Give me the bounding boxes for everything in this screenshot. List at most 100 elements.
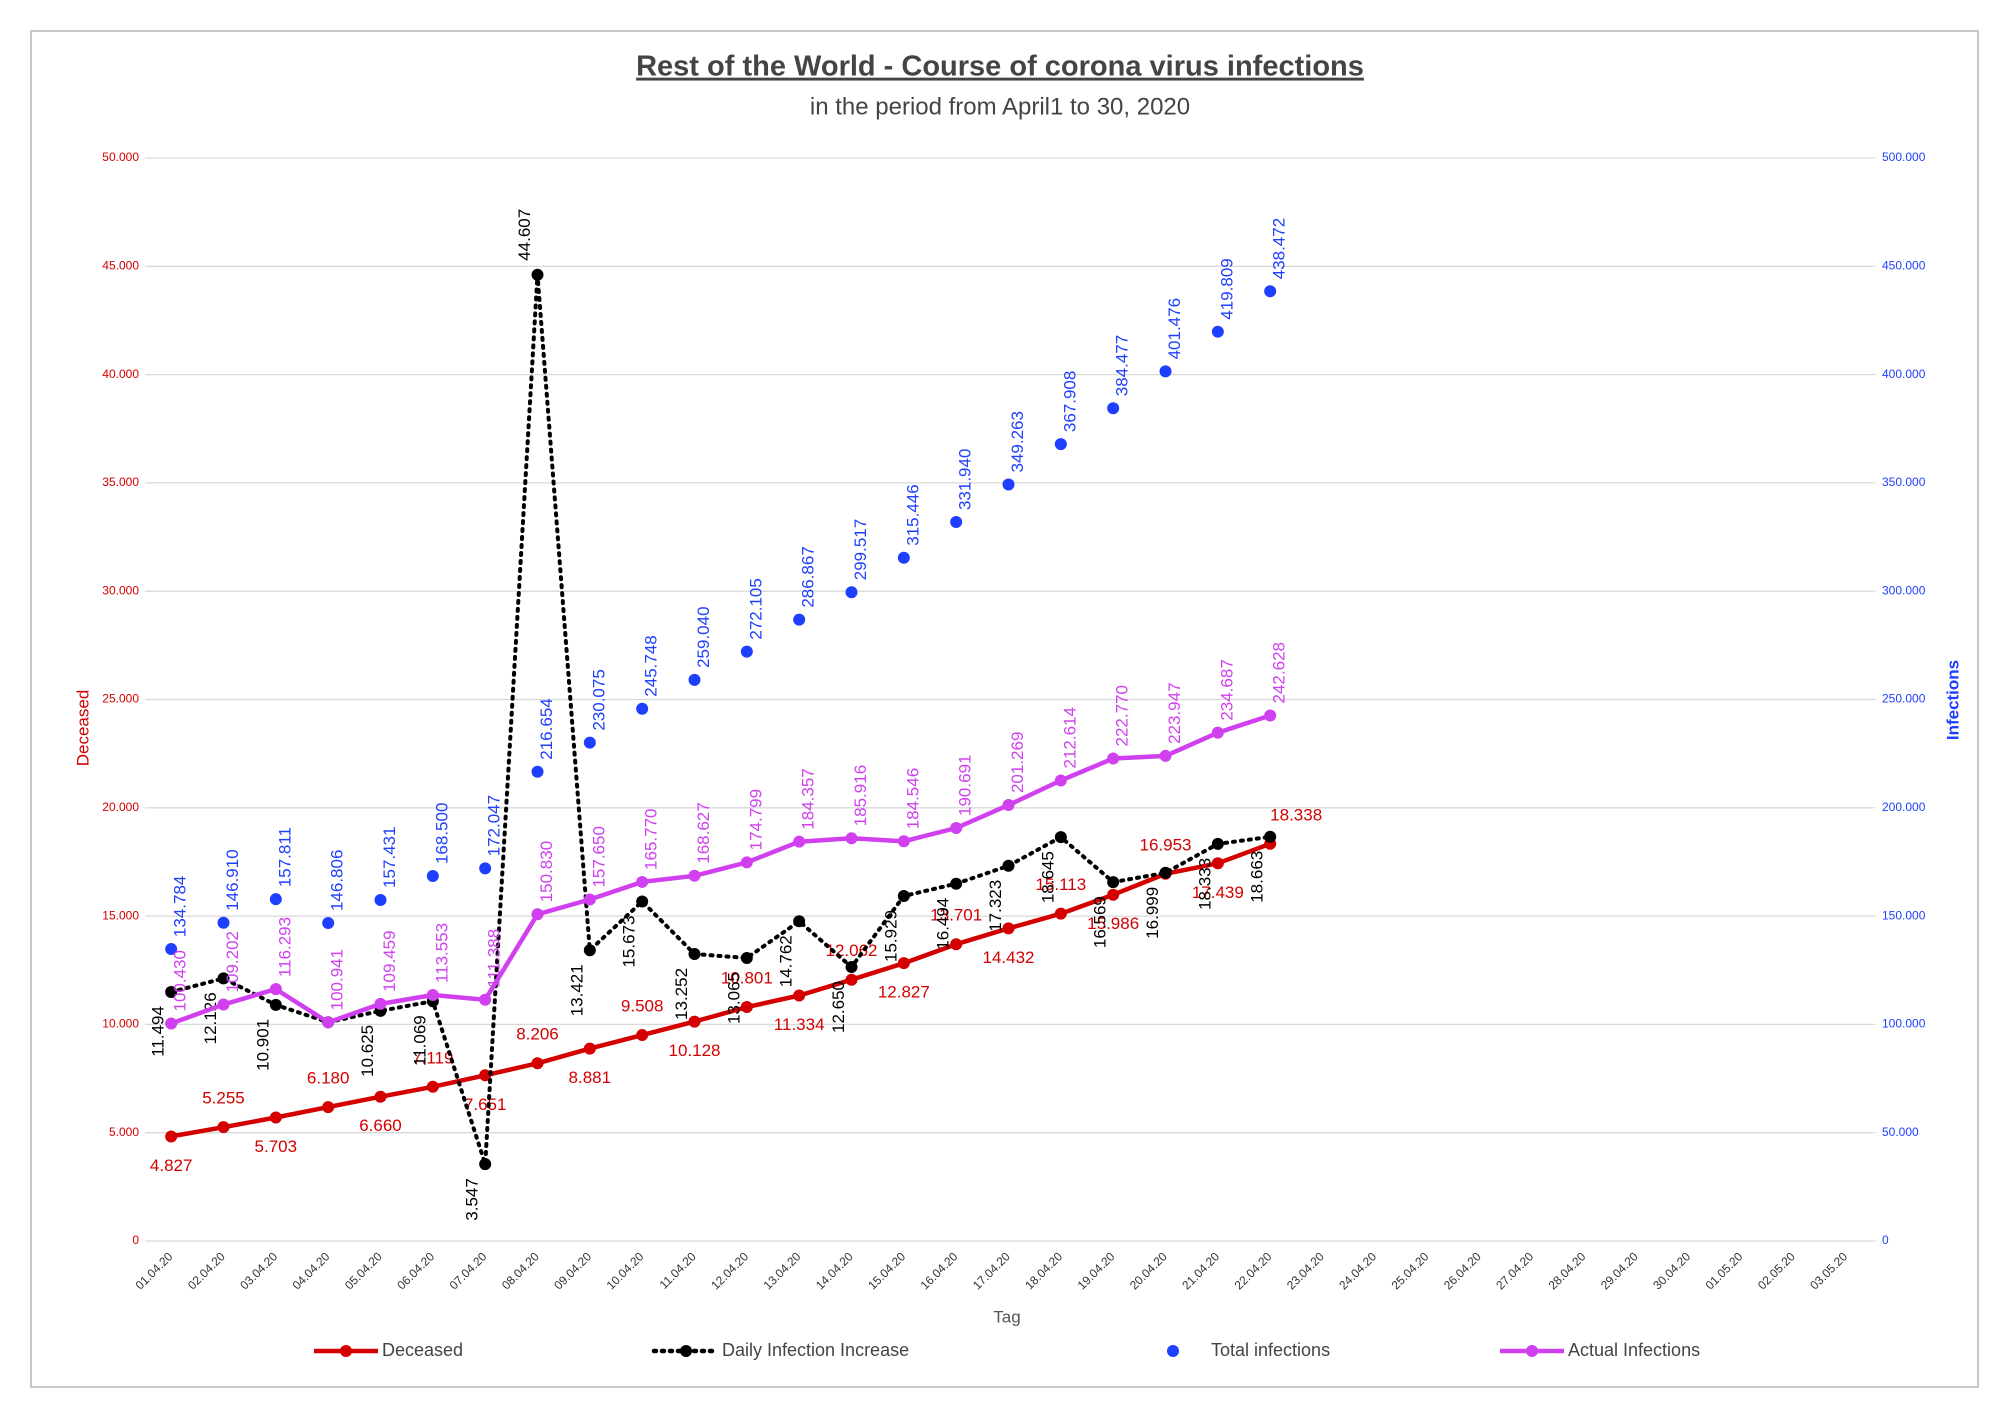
data-label: 349.263 <box>1008 411 1027 472</box>
data-point <box>950 516 963 529</box>
data-label: 15.986 <box>1087 914 1139 933</box>
data-point <box>374 894 387 907</box>
data-label: 185.916 <box>851 765 870 826</box>
data-label: 146.806 <box>328 850 347 911</box>
data-point <box>374 997 387 1010</box>
data-point <box>845 961 858 974</box>
data-label: 17.439 <box>1192 883 1244 902</box>
data-label: 5.255 <box>202 1089 245 1108</box>
data-label: 14.762 <box>777 935 796 987</box>
data-point <box>740 1001 753 1014</box>
series-line <box>170 841 1271 1139</box>
data-label: 6.180 <box>307 1069 350 1088</box>
data-point <box>1054 907 1067 920</box>
y2-tick-label: 450.000 <box>1882 258 1926 272</box>
data-point <box>322 917 335 930</box>
data-label: 5.703 <box>255 1137 298 1156</box>
data-point <box>1054 831 1067 844</box>
data-label: 10.625 <box>358 1025 377 1077</box>
data-point <box>426 989 439 1002</box>
data-point <box>1159 866 1172 879</box>
y2-tick-label: 150.000 <box>1882 908 1926 922</box>
data-point <box>531 268 544 281</box>
data-point <box>845 832 858 845</box>
data-point <box>217 1121 230 1134</box>
data-point <box>636 895 649 908</box>
data-point <box>793 613 806 626</box>
data-point <box>688 947 701 960</box>
data-label: 9.508 <box>621 997 664 1016</box>
data-point <box>1002 799 1015 812</box>
data-point <box>1264 285 1277 298</box>
data-point <box>636 702 649 715</box>
data-label: 7.651 <box>464 1095 507 1114</box>
data-label: 230.075 <box>589 669 608 730</box>
data-point <box>269 1111 282 1124</box>
data-point <box>165 943 178 956</box>
data-point <box>583 944 596 957</box>
y2-tick-label: 50.000 <box>1882 1125 1919 1139</box>
data-point <box>1264 709 1277 722</box>
data-label: 168.627 <box>694 802 713 863</box>
data-label: 15.673 <box>620 916 639 968</box>
chart-title: Rest of the World - Course of corona vir… <box>636 51 1364 83</box>
data-label: 172.047 <box>485 795 504 856</box>
data-point <box>479 1158 492 1171</box>
data-label: 184.546 <box>903 768 922 829</box>
data-label: 146.910 <box>223 849 242 910</box>
data-label: 223.947 <box>1165 682 1184 743</box>
data-point <box>583 1042 596 1055</box>
y2-tick-label: 0 <box>1882 1233 1889 1247</box>
chart-subtitle: in the period from April1 to 30, 2020 <box>810 93 1190 120</box>
legend-label: Actual Infections <box>1568 1340 1700 1360</box>
data-point <box>322 1101 335 1114</box>
data-point <box>1211 726 1224 739</box>
data-label: 11.069 <box>410 1015 429 1066</box>
legend-marker <box>1167 1345 1179 1357</box>
data-point <box>688 673 701 686</box>
data-label: 100.430 <box>171 950 190 1011</box>
y-tick-label: 10.000 <box>102 1017 139 1031</box>
data-point <box>165 986 178 999</box>
data-point <box>740 952 753 965</box>
data-label: 201.269 <box>1008 732 1027 793</box>
data-label: 222.770 <box>1113 685 1132 746</box>
y-tick-label: 20.000 <box>102 800 139 814</box>
data-label: 165.770 <box>642 808 661 869</box>
data-label: 13.421 <box>567 964 586 1016</box>
legend-marker <box>1526 1345 1538 1357</box>
data-label: 44.607 <box>515 209 534 261</box>
data-label: 8.206 <box>516 1025 559 1044</box>
data-point <box>1211 857 1224 870</box>
data-label: 11.334 <box>774 1015 825 1034</box>
data-point <box>1107 876 1120 889</box>
data-label: 212.614 <box>1060 707 1079 768</box>
data-label: 13.252 <box>672 968 691 1020</box>
data-point <box>1211 325 1224 338</box>
data-label: 272.105 <box>746 578 765 639</box>
data-point <box>845 973 858 986</box>
legend-label: Total infections <box>1211 1340 1330 1360</box>
data-label: 419.809 <box>1217 258 1236 319</box>
data-point <box>688 1015 701 1028</box>
data-label: 18.333 <box>1195 858 1214 910</box>
data-label: 15.929 <box>881 910 900 962</box>
data-label: 367.908 <box>1060 371 1079 432</box>
data-label: 18.645 <box>1038 851 1057 903</box>
data-label: 10.128 <box>669 1041 721 1060</box>
data-point <box>1002 859 1015 872</box>
data-label: 157.811 <box>275 827 294 887</box>
data-label: 157.650 <box>589 826 608 887</box>
data-label: 7.119 <box>412 1048 453 1067</box>
y2-tick-label: 100.000 <box>1882 1017 1926 1031</box>
y2-axis-title: Infections <box>1943 660 1962 740</box>
data-label: 18.663 <box>1248 851 1267 903</box>
data-point <box>426 1080 439 1093</box>
legend-marker <box>340 1345 352 1357</box>
data-label: 12.126 <box>201 992 220 1044</box>
data-point <box>217 972 230 985</box>
y-tick-label: 5.000 <box>109 1125 139 1139</box>
data-point <box>217 916 230 929</box>
data-point <box>1264 830 1277 843</box>
